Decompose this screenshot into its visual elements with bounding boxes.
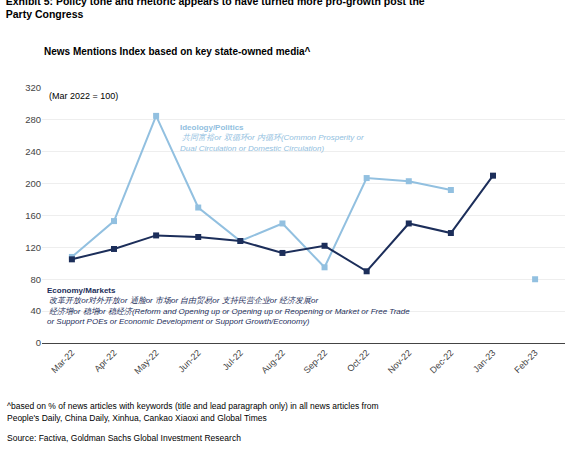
svg-text:Jan-23: Jan-23 xyxy=(471,348,498,375)
svg-text:Feb-23: Feb-23 xyxy=(512,348,539,375)
svg-text:160: 160 xyxy=(25,210,41,221)
svg-text:Apr-22: Apr-22 xyxy=(92,348,118,374)
svg-text:80: 80 xyxy=(30,274,41,285)
svg-text:^based on % of news articles w: ^based on % of news articles with keywor… xyxy=(7,401,379,411)
svg-text:(Mar 2022 = 100): (Mar 2022 = 100) xyxy=(49,91,118,101)
svg-text:Economy/Markets 改革开放or对外开放or 通: Economy/Markets 改革开放or对外开放or 通脸or 市场or 自… xyxy=(47,286,410,326)
svg-text:200: 200 xyxy=(25,178,41,189)
svg-text:320: 320 xyxy=(25,82,41,93)
svg-text:40: 40 xyxy=(30,305,41,316)
svg-text:0: 0 xyxy=(36,337,41,348)
svg-text:280: 280 xyxy=(25,114,41,125)
svg-text:Jun-22: Jun-22 xyxy=(176,348,203,375)
svg-text:May-22: May-22 xyxy=(132,348,160,376)
svg-text:Source: Factiva, Goldman Sachs: Source: Factiva, Goldman Sachs Global In… xyxy=(7,433,241,443)
svg-text:Oct-22: Oct-22 xyxy=(345,348,371,374)
svg-text:120: 120 xyxy=(25,242,41,253)
svg-text:240: 240 xyxy=(25,146,41,157)
svg-text:News Mentions Index based on k: News Mentions Index based on key state-o… xyxy=(44,46,311,57)
svg-text:Ideology/Politics 共同富裕or 双循环or: Ideology/Politics 共同富裕or 双循环or 内循环(Commo… xyxy=(180,123,364,153)
svg-text:People's Daily, China Daily, X: People's Daily, China Daily, Xinhua, Can… xyxy=(7,413,267,423)
svg-text:Exhibit 5: Policy tone and rhe: Exhibit 5: Policy tone and rhetoric appe… xyxy=(6,0,425,20)
svg-text:Nov-22: Nov-22 xyxy=(386,348,414,376)
svg-text:Dec-22: Dec-22 xyxy=(428,348,456,376)
svg-text:Aug-22: Aug-22 xyxy=(259,348,287,376)
svg-text:Mar-22: Mar-22 xyxy=(49,348,76,375)
svg-text:Sep-22: Sep-22 xyxy=(302,348,330,376)
svg-text:Jul-22: Jul-22 xyxy=(221,348,245,372)
